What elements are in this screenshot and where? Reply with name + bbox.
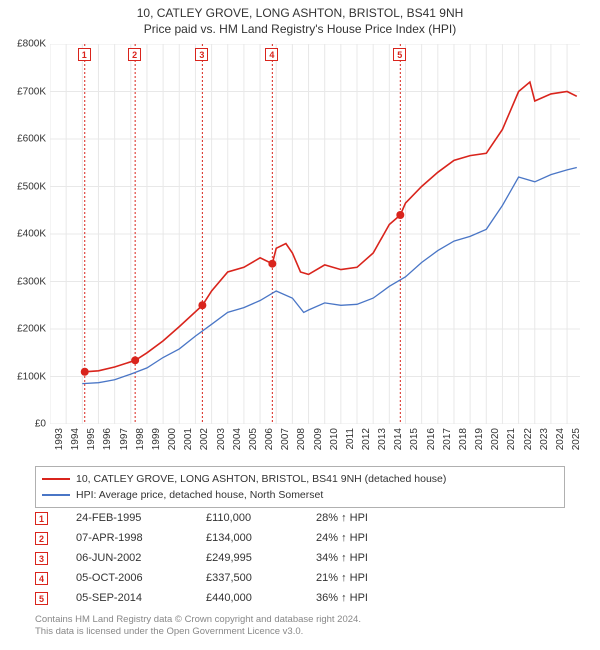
sales-row: 1 24-FEB-1995£110,00028% ↑ HPI (35, 508, 565, 528)
legend-swatch-hpi (42, 494, 70, 496)
sales-price: £249,995 (206, 552, 316, 564)
legend-label-hpi: HPI: Average price, detached house, Nort… (76, 489, 323, 501)
footer-line1: Contains HM Land Registry data © Crown c… (35, 614, 361, 626)
x-tick-label: 2016 (426, 428, 437, 450)
chart-svg (50, 44, 580, 424)
sales-index: 3 (35, 552, 48, 565)
y-tick-label: £400K (2, 229, 46, 240)
sales-delta: 34% ↑ HPI (316, 552, 436, 564)
x-tick-label: 1994 (70, 428, 81, 450)
x-tick-label: 2008 (296, 428, 307, 450)
x-tick-label: 2004 (232, 428, 243, 450)
x-tick-label: 2005 (248, 428, 259, 450)
x-tick-label: 2012 (361, 428, 372, 450)
y-tick-label: £200K (2, 324, 46, 335)
x-tick-label: 1993 (54, 428, 65, 450)
x-tick-label: 2015 (409, 428, 420, 450)
legend-swatch-property (42, 478, 70, 480)
x-tick-label: 2006 (264, 428, 275, 450)
sales-table: 1 24-FEB-1995£110,00028% ↑ HPI 2 07-APR-199… (35, 508, 565, 608)
sales-date: 07-APR-1998 (76, 532, 206, 544)
y-tick-label: £500K (2, 181, 46, 192)
chart-area: £0£100K£200K£300K£400K£500K£600K£700K£80… (50, 44, 580, 424)
x-tick-label: 2002 (199, 428, 210, 450)
x-tick-label: 2000 (167, 428, 178, 450)
x-tick-label: 2010 (329, 428, 340, 450)
legend-label-property: 10, CATLEY GROVE, LONG ASHTON, BRISTOL, … (76, 473, 446, 485)
sales-date: 06-JUN-2002 (76, 552, 206, 564)
y-tick-label: £300K (2, 276, 46, 287)
legend-item-hpi: HPI: Average price, detached house, Nort… (42, 487, 558, 503)
x-tick-label: 2020 (490, 428, 501, 450)
sales-row: 3 06-JUN-2002£249,99534% ↑ HPI (35, 548, 565, 568)
sales-delta: 36% ↑ HPI (316, 592, 436, 604)
legend-item-property: 10, CATLEY GROVE, LONG ASHTON, BRISTOL, … (42, 471, 558, 487)
sales-index: 4 (35, 572, 48, 585)
x-tick-label: 2023 (539, 428, 550, 450)
sales-row: 2 07-APR-1998£134,00024% ↑ HPI (35, 528, 565, 548)
y-tick-label: £800K (2, 39, 46, 50)
sales-price: £337,500 (206, 572, 316, 584)
x-tick-label: 1997 (119, 428, 130, 450)
y-tick-label: £0 (2, 419, 46, 430)
x-tick-label: 2013 (377, 428, 388, 450)
sale-marker-2: 2 (128, 48, 141, 61)
sales-delta: 24% ↑ HPI (316, 532, 436, 544)
x-tick-label: 2024 (555, 428, 566, 450)
chart-title-address: 10, CATLEY GROVE, LONG ASHTON, BRISTOL, … (0, 6, 600, 20)
x-tick-label: 2017 (442, 428, 453, 450)
sales-index: 2 (35, 532, 48, 545)
sales-date: 05-SEP-2014 (76, 592, 206, 604)
x-tick-label: 2007 (280, 428, 291, 450)
x-tick-label: 2025 (571, 428, 582, 450)
x-tick-label: 2011 (345, 428, 356, 450)
y-tick-label: £100K (2, 371, 46, 382)
sale-marker-5: 5 (393, 48, 406, 61)
sale-dots (81, 211, 405, 376)
x-tick-label: 2018 (458, 428, 469, 450)
sales-delta: 21% ↑ HPI (316, 572, 436, 584)
x-tick-label: 1999 (151, 428, 162, 450)
sales-index: 5 (35, 592, 48, 605)
x-tick-label: 2014 (393, 428, 404, 450)
x-tick-label: 2009 (313, 428, 324, 450)
chart-title-subtitle: Price paid vs. HM Land Registry's House … (0, 22, 600, 36)
x-tick-label: 2019 (474, 428, 485, 450)
sales-price: £440,000 (206, 592, 316, 604)
sales-date: 05-OCT-2006 (76, 572, 206, 584)
footer: Contains HM Land Registry data © Crown c… (35, 614, 361, 639)
sale-marker-3: 3 (195, 48, 208, 61)
x-tick-label: 1995 (86, 428, 97, 450)
sales-price: £134,000 (206, 532, 316, 544)
y-tick-label: £700K (2, 86, 46, 97)
sale-marker-4: 4 (265, 48, 278, 61)
sales-price: £110,000 (206, 512, 316, 524)
chart-title-block: 10, CATLEY GROVE, LONG ASHTON, BRISTOL, … (0, 0, 600, 36)
series-property (85, 82, 577, 372)
sales-row: 5 05-SEP-2014£440,00036% ↑ HPI (35, 588, 565, 608)
x-tick-label: 1996 (102, 428, 113, 450)
x-tick-label: 2003 (216, 428, 227, 450)
x-tick-label: 2001 (183, 428, 194, 450)
x-tick-label: 2022 (523, 428, 534, 450)
legend: 10, CATLEY GROVE, LONG ASHTON, BRISTOL, … (35, 466, 565, 508)
grid-horizontal (50, 44, 580, 424)
x-tick-label: 1998 (135, 428, 146, 450)
sale-marker-1: 1 (78, 48, 91, 61)
y-tick-label: £600K (2, 134, 46, 145)
x-tick-label: 2021 (506, 428, 517, 450)
sales-index: 1 (35, 512, 48, 525)
sales-date: 24-FEB-1995 (76, 512, 206, 524)
sales-delta: 28% ↑ HPI (316, 512, 436, 524)
footer-line2: This data is licensed under the Open Gov… (35, 626, 361, 638)
sales-row: 4 05-OCT-2006£337,50021% ↑ HPI (35, 568, 565, 588)
